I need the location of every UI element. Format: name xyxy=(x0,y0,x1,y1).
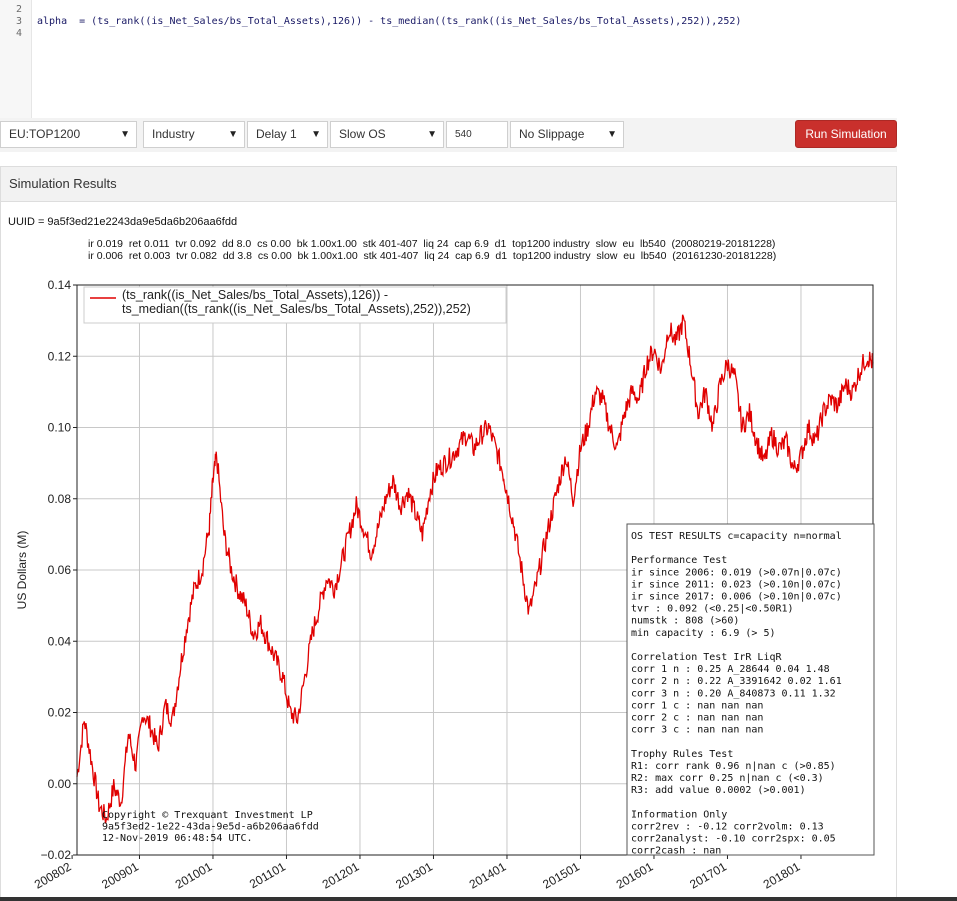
os-test-line: R3: add value 0.0002 (>0.001) xyxy=(631,785,806,796)
y-tick-label: 0.12 xyxy=(48,349,72,363)
os-test-line: Performance Test xyxy=(631,555,727,566)
x-tick-label: 201601 xyxy=(614,859,656,891)
y-axis-label: US Dollars (M) xyxy=(15,531,29,610)
x-tick-label: 200802 xyxy=(32,859,74,891)
os-test-line: Trophy Rules Test xyxy=(631,749,733,760)
stats-line-full-period: ir 0.019 ret 0.011 tvr 0.092 dd 8.0 cs 0… xyxy=(88,238,776,250)
os-test-line: tvr : 0.092 (<0.25|<0.50R1) xyxy=(631,604,794,615)
os-test-line: corr2rev : -0.12 corr2volm: 0.13 xyxy=(631,821,824,832)
os-test-line: Information Only xyxy=(631,809,727,820)
neutralization-select[interactable]: Industry ▼ xyxy=(143,121,245,148)
y-tick-label: 0.10 xyxy=(48,421,72,435)
x-tick-label: 201101 xyxy=(247,859,288,891)
x-tick-label: 201501 xyxy=(540,859,582,891)
line-number: 4 xyxy=(15,28,22,39)
y-tick-label: 0.06 xyxy=(48,563,72,577)
y-tick-label: 0.14 xyxy=(48,278,72,292)
lookback-input[interactable]: 540 xyxy=(446,121,508,148)
os-test-line: corr 3 n : 0.20 A_840873 0.11 1.32 xyxy=(631,688,836,699)
y-tick-label: 0.08 xyxy=(48,492,72,506)
os-test-line: OS TEST RESULTS c=capacity n=normal xyxy=(631,531,842,542)
os-test-line: corr 2 c : nan nan nan xyxy=(631,713,763,724)
y-tick-label: 0.00 xyxy=(48,777,72,791)
x-tick-label: 201401 xyxy=(467,859,509,891)
os-test-results-box xyxy=(626,523,875,856)
y-tick-label: 0.02 xyxy=(48,706,72,720)
dropdown-arrow-icon: ▼ xyxy=(120,129,130,140)
os-test-line: corr 1 c : nan nan nan xyxy=(631,700,763,711)
copyright-line: 12-Nov-2019 06:48:54 UTC. xyxy=(102,833,253,844)
os-test-line: corr2analyst: -0.10 corr2spx: 0.05 xyxy=(631,834,836,845)
legend-label: ts_median((ts_rank((is_Net_Sales/bs_Tota… xyxy=(122,302,471,316)
line-number: 3 xyxy=(15,16,22,27)
x-tick-label: 201001 xyxy=(173,859,215,891)
x-tick-label: 201701 xyxy=(687,859,729,891)
slippage-value: No Slippage xyxy=(519,127,585,141)
line-number-gutter: 2 3 4 xyxy=(0,0,32,118)
line-number: 2 xyxy=(15,4,22,15)
pnl-chart: 0.140.120.100.080.060.040.020.00−0.02200… xyxy=(15,278,875,892)
os-test-line: Correlation Test IrR LiqR xyxy=(631,652,782,663)
universe-value: EU:TOP1200 xyxy=(9,127,81,141)
x-tick-label: 200901 xyxy=(99,859,141,891)
legend-box xyxy=(83,286,507,324)
dropdown-arrow-icon: ▼ xyxy=(607,129,617,140)
slippage-select[interactable]: No Slippage ▼ xyxy=(510,121,624,148)
os-test-line: ir since 2011: 0.023 (>0.10n|0.07c) xyxy=(631,579,842,590)
x-tick-label: 201801 xyxy=(761,859,803,891)
simulation-uuid: UUID = 9a5f3ed21e2243da9e5da6b206aa6fdd xyxy=(8,216,238,228)
alpha-expression[interactable]: alpha = (ts_rank((is_Net_Sales/bs_Total_… xyxy=(37,16,742,27)
os-test-line: corr 3 c : nan nan nan xyxy=(631,725,763,736)
os-test-line: numstk : 808 (>60) xyxy=(631,616,739,627)
os-test-line: corr 2 n : 0.22 A_3391642 0.02 1.61 xyxy=(631,676,842,687)
delay-select[interactable]: Delay 1 ▼ xyxy=(247,121,328,148)
neutralization-value: Industry xyxy=(152,127,195,141)
series-line xyxy=(76,314,874,824)
x-tick-label: 201201 xyxy=(320,859,362,891)
run-simulation-button[interactable]: Run Simulation xyxy=(795,120,897,148)
os-test-line: min capacity : 6.9 (> 5) xyxy=(631,628,776,639)
delay-value: Delay 1 xyxy=(256,127,297,141)
copyright-line: 9a5f3ed2-1e22-43da-9e5d-a6b206aa6fdd xyxy=(102,822,319,833)
x-tick-label: 201301 xyxy=(393,859,435,891)
lookback-value: 540 xyxy=(455,129,472,140)
dropdown-arrow-icon: ▼ xyxy=(311,129,321,140)
results-panel-header: Simulation Results xyxy=(0,166,897,202)
mode-value: Slow OS xyxy=(339,127,386,141)
y-tick-label: −0.02 xyxy=(41,848,72,862)
os-test-line: R1: corr rank 0.96 n|nan c (>0.85) xyxy=(631,761,836,772)
bottom-border xyxy=(0,897,957,901)
os-test-line: corr2cash : nan xyxy=(631,846,721,857)
y-tick-label: 0.04 xyxy=(48,634,72,648)
os-test-line: corr 1 n : 0.25 A_28644 0.04 1.48 xyxy=(631,664,830,675)
copyright-line: Copyright © Trexquant Investment LP xyxy=(102,810,313,821)
os-test-line: R2: max corr 0.25 n|nan c (<0.3) xyxy=(631,773,824,784)
os-test-line: ir since 2006: 0.019 (>0.07n|0.07c) xyxy=(631,567,842,578)
code-editor[interactable]: 2 3 4 alpha = (ts_rank((is_Net_Sales/bs_… xyxy=(0,0,897,118)
os-test-line: ir since 2017: 0.006 (>0.10n|0.07c) xyxy=(631,592,842,603)
mode-select[interactable]: Slow OS ▼ xyxy=(330,121,444,148)
dropdown-arrow-icon: ▼ xyxy=(228,129,238,140)
dropdown-arrow-icon: ▼ xyxy=(427,129,437,140)
stats-line-recent-period: ir 0.006 ret 0.003 tvr 0.082 dd 3.8 cs 0… xyxy=(88,250,777,262)
legend-label: (ts_rank((is_Net_Sales/bs_Total_Assets),… xyxy=(122,288,388,302)
universe-select[interactable]: EU:TOP1200 ▼ xyxy=(0,121,137,148)
